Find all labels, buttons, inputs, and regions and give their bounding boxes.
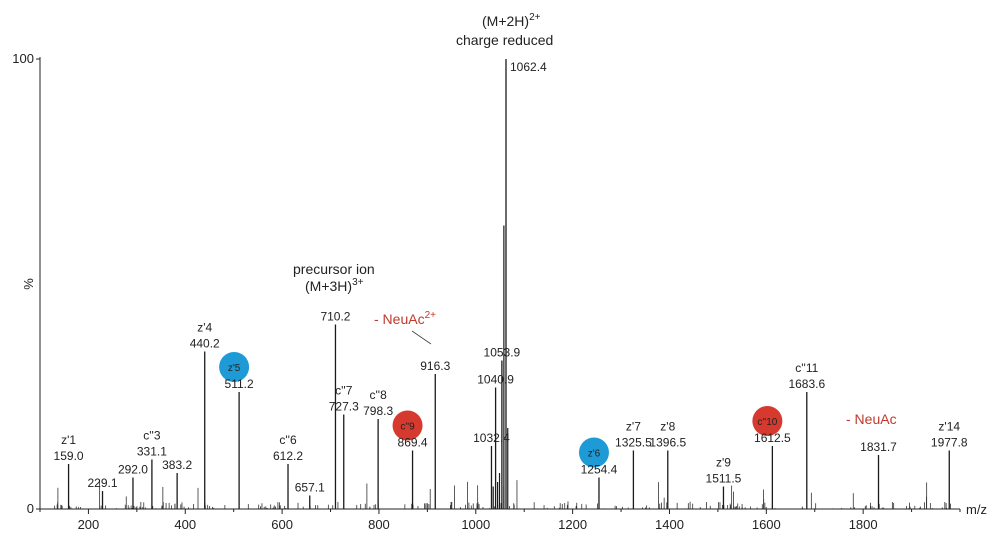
peak-value-label: 1254.4 xyxy=(581,463,618,477)
ion-label: z'8 xyxy=(660,420,675,434)
ion-label: c''3 xyxy=(143,429,161,443)
ion-label: c''8 xyxy=(369,388,387,402)
peak-value-label: 1032.4 xyxy=(473,431,510,445)
peak-value-label: 1831.7 xyxy=(860,440,897,454)
neuac2-label: - NeuAc2+ xyxy=(374,310,436,327)
peak-value-label: 511.2 xyxy=(225,377,254,391)
peak-value-label: 1612.5 xyxy=(754,431,791,445)
peak-value-label: 657.1 xyxy=(295,481,325,495)
ion-label: z'1 xyxy=(61,433,76,447)
peak-value-label: 292.0 xyxy=(118,463,148,477)
x-axis-title: m/z xyxy=(966,502,987,517)
peak-value-label: 710.2 xyxy=(320,310,350,324)
ion-label: c''7 xyxy=(335,384,353,398)
ion-label: c''11 xyxy=(795,361,818,375)
x-tick-label: 400 xyxy=(174,517,196,532)
peak-value-label: 869.4 xyxy=(398,436,428,450)
precursor-ion-text: (M+3H)3+ xyxy=(305,277,364,294)
glycan-marker-red xyxy=(392,410,423,441)
peak-value-label: 1053.9 xyxy=(484,346,521,360)
x-tick-label: 1200 xyxy=(558,517,587,532)
x-tick-label: 1800 xyxy=(849,517,878,532)
peak-value-label: 1062.4 xyxy=(510,60,547,74)
x-tick-label: 1600 xyxy=(752,517,781,532)
neuac2-leader-line xyxy=(411,330,432,345)
peak-value-label: 331.1 xyxy=(137,445,167,459)
precursor-label: precursor ion xyxy=(293,261,375,277)
x-tick-label: 800 xyxy=(368,517,390,532)
x-tick-label: 200 xyxy=(78,517,100,532)
peak-value-label: 916.3 xyxy=(420,359,450,373)
ion-label: z'5 xyxy=(228,363,241,374)
peak-value-label: 798.3 xyxy=(363,404,393,418)
peak-value-label: 1977.8 xyxy=(931,436,968,450)
y-tick-label: 0 xyxy=(27,501,34,516)
x-tick-label: 600 xyxy=(271,517,293,532)
neuac-label: - NeuAc xyxy=(846,411,897,427)
peak-value-label: 440.2 xyxy=(190,337,220,351)
charge-reduced-label: charge reduced xyxy=(456,32,553,48)
peak-value-label: 1511.5 xyxy=(706,472,742,486)
ion-label: c''9 xyxy=(400,422,415,433)
peak-value-label: 612.2 xyxy=(273,449,303,463)
ion-label: z'6 xyxy=(588,449,601,460)
peak-value-label: 1683.6 xyxy=(788,377,825,391)
peak-value-label: 727.3 xyxy=(329,400,359,414)
precursor-annotation: precursor ion (M+3H)3+ xyxy=(293,261,375,294)
glycan-marker-blue xyxy=(219,352,250,382)
ion-label: z'7 xyxy=(626,420,641,434)
ion-label: z'14 xyxy=(938,420,960,434)
ion-label: c''6 xyxy=(279,433,297,447)
ion-label: z'4 xyxy=(197,321,212,335)
axes: 200 400 600 800 1000 1200 1400 1600 1800 0 100% m/z xyxy=(12,51,987,532)
glycan-marker-red xyxy=(752,406,783,436)
neuac2-annotation: - NeuAc2+ xyxy=(374,310,436,345)
x-tick-label: 1000 xyxy=(461,517,490,532)
peak-value-label: 229.1 xyxy=(87,476,117,490)
peak-series xyxy=(67,59,950,509)
y-tick-label: 100 xyxy=(12,51,34,66)
peak-value-label: 383.2 xyxy=(162,458,192,472)
x-tick-label: 1400 xyxy=(655,517,684,532)
y-axis-title: % xyxy=(21,278,36,290)
charge-reduced-ion-text: (M+2H)2+ xyxy=(482,12,541,29)
peak-value-label: 159.0 xyxy=(54,449,84,463)
ion-label: c''10 xyxy=(757,417,777,428)
charge-reduced-annotation: (M+2H)2+ charge reduced xyxy=(456,12,553,48)
ion-label: z'9 xyxy=(716,456,731,470)
peak-value-label: 1325.5 xyxy=(615,436,652,450)
glycan-marker-blue xyxy=(578,437,609,468)
peak-value-label: 1396.5 xyxy=(649,436,686,450)
peak-value-label: 1040.9 xyxy=(477,373,514,387)
